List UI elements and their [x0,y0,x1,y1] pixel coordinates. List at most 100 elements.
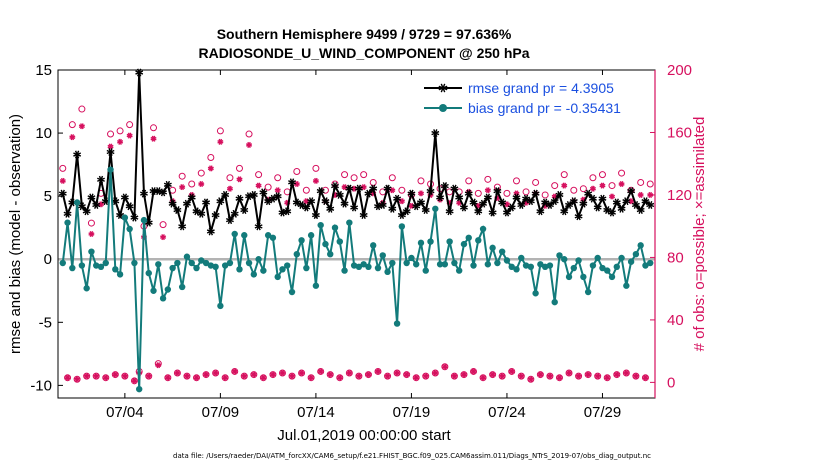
possible-obs-point [312,164,320,172]
bias-point [126,225,133,233]
possible-obs-point [116,127,124,135]
bias-point [484,261,492,268]
bias-point [475,237,482,244]
bias-point [408,254,415,262]
possible-obs-point [575,372,583,380]
bias-point [260,267,267,274]
rmse-point [311,211,320,220]
bias-point [370,242,377,249]
bias-point [565,273,573,281]
x-tick-label: 07/29 [584,404,622,421]
assimilated-obs-point [59,177,66,184]
y2-tick-label: 200 [667,62,692,79]
rmse-point [488,208,497,217]
assimilated-obs-point [207,165,214,172]
possible-obs-point [92,372,100,380]
bias-point [413,261,420,268]
assimilated-obs-point [250,371,257,378]
bias-point [155,261,162,268]
rmse-point [364,189,373,198]
assimilated-obs-point [226,185,233,192]
assimilated-obs-point [346,369,353,377]
legend-rmse-star [438,83,448,93]
rmse-point [331,182,339,191]
rmse-point [326,204,335,213]
bias-point [389,259,396,267]
assimilated-obs-point [489,371,496,378]
possible-obs-point [298,369,306,377]
bias-point [422,267,429,274]
rmse-point [302,203,311,212]
rmse-point [627,187,636,196]
x-tick-label: 07/09 [202,404,240,421]
possible-obs-point [364,371,372,379]
possible-obs-point [422,372,430,380]
bias-point [608,273,616,281]
rmse-point [383,184,392,193]
assimilated-obs-point [403,371,410,378]
bias-point [193,264,200,272]
possible-obs-point [474,189,482,197]
rmse-point [622,197,631,206]
possible-obs-point [618,169,626,177]
rmse-point [588,194,597,203]
possible-obs-point [83,372,91,380]
assimilated-obs-point [384,373,391,380]
possible-obs-point [484,175,492,183]
possible-obs-point [412,374,420,382]
assimilated-obs-point [312,177,319,184]
bias-point [288,288,296,296]
possible-obs-point [584,371,592,379]
rmse-point [574,212,583,221]
rmse-point [393,194,402,203]
bias-point [336,238,343,245]
bias-point [78,262,86,269]
bias-point [131,259,138,267]
bias-point [465,234,472,241]
bias-point [479,225,487,233]
assimilated-obs-point [556,374,563,381]
possible-obs-point [212,369,220,377]
possible-obs-point [145,372,153,380]
assimilated-obs-point [174,369,181,377]
rmse-point [407,189,416,198]
rmse-point [498,198,507,207]
assimilated-obs-point [150,135,157,142]
rmse-point [483,193,492,202]
y-tick-label: -5 [39,314,52,331]
assimilated-obs-point [74,376,81,383]
assimilated-obs-point [193,374,200,381]
y-tick-labels: -10 -5 0 5 10 15 [30,62,52,394]
assimilated-obs-point [203,371,210,378]
possible-obs-point [235,164,243,172]
bias-point [331,224,339,231]
rmse-point [87,193,96,202]
possible-obs-point [632,372,640,380]
assimilated-obs-point [217,138,224,145]
bias-point [360,261,367,268]
rmse-point [369,184,378,193]
possible-obs-point [78,105,86,113]
rmse-point [73,150,82,159]
possible-obs-point [641,374,649,382]
rmse-point [283,207,292,216]
bias-point [264,232,272,239]
bias-point [274,273,281,281]
bias-point [513,266,520,273]
rmse-point [584,189,593,198]
possible-obs-point [150,124,158,132]
bias-point [417,239,425,247]
assimilated-obs-point [64,374,71,381]
assimilated-obs-point [198,180,205,188]
rmse-point [120,193,129,202]
possible-obs-point [522,188,530,196]
possible-obs-point [541,191,549,199]
bias-point [145,269,152,277]
rmse-point [388,204,397,213]
bias-point [546,262,554,269]
rmse-point [225,216,234,225]
bias-point [102,259,109,267]
assimilated-obs-point [637,191,644,198]
rmse-point [350,203,359,212]
